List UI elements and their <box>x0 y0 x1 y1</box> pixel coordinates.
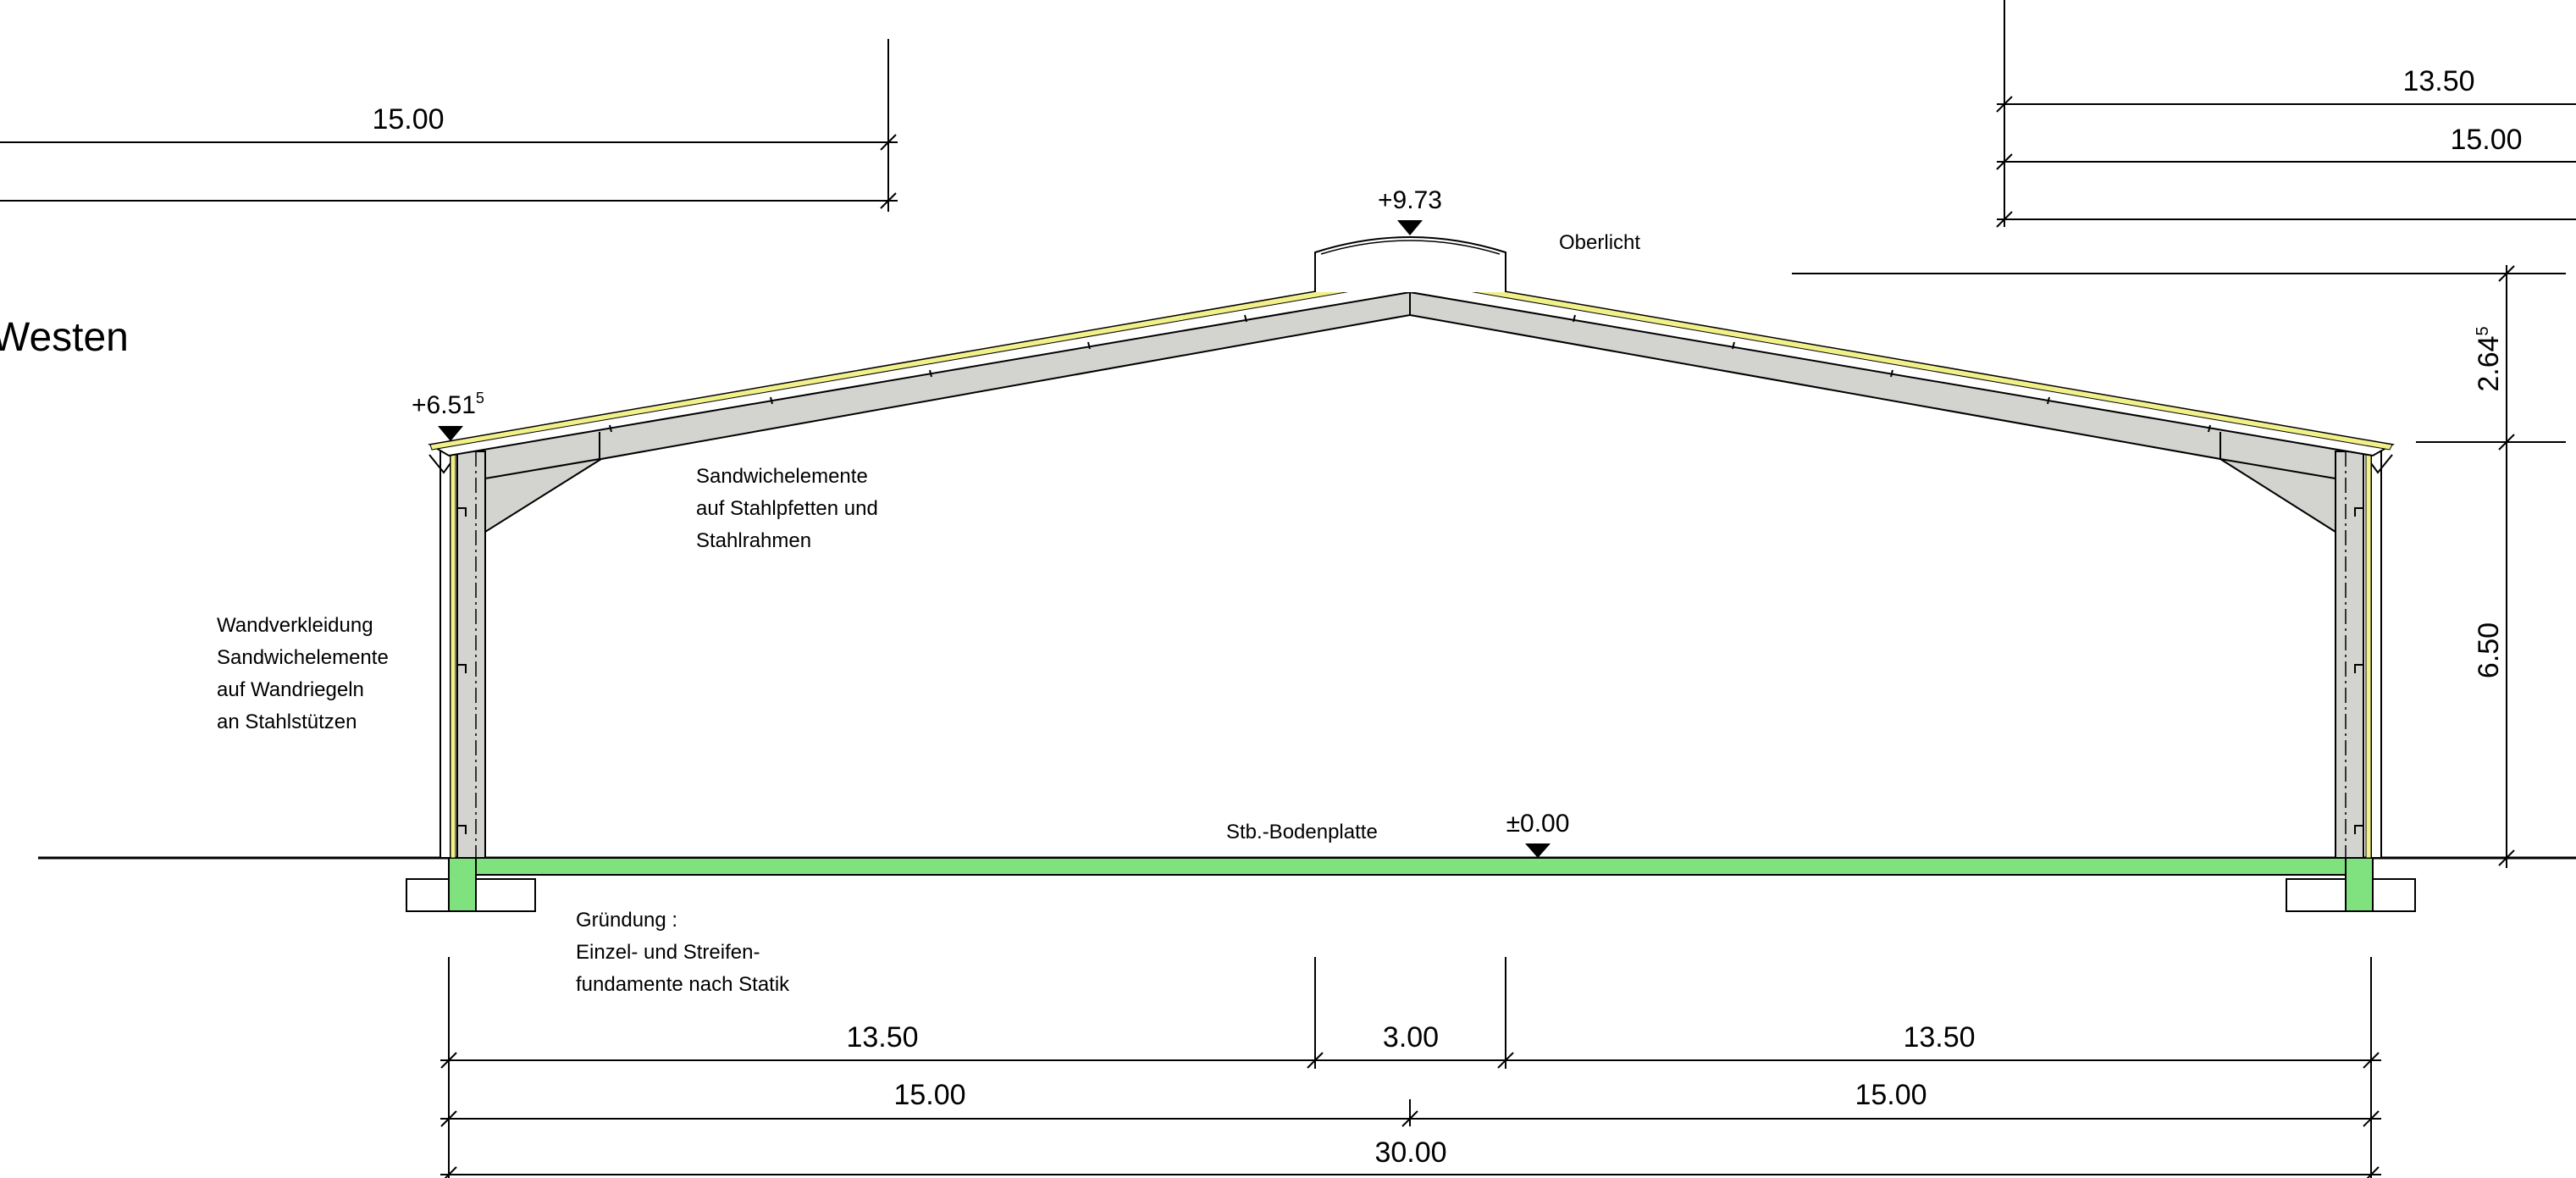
left-wall-cladding <box>439 451 451 859</box>
foundation-label: Gründung : Einzel- und Streifen- fundame… <box>576 909 790 996</box>
svg-text:13.50: 13.50 <box>1903 1021 1975 1054</box>
wall-label: Wandverkleidung Sandwichelemente auf Wan… <box>217 614 394 733</box>
svg-text:15.00: 15.00 <box>2450 124 2522 156</box>
svg-text:15.00: 15.00 <box>1855 1079 1926 1111</box>
roof-frame-left <box>456 290 1411 534</box>
svg-text:15.00: 15.00 <box>893 1079 965 1111</box>
floor-level: ±0.00 <box>1506 810 1570 838</box>
skylight-inner <box>1320 240 1501 255</box>
dim-right-vertical: 2.645 6.50 <box>1792 265 2566 868</box>
svg-text:13.50: 13.50 <box>846 1021 918 1054</box>
eave-level-marker <box>438 426 463 441</box>
right-wall-rails <box>2354 507 2363 834</box>
ridge-level-marker <box>1397 220 1423 235</box>
svg-text:30.00: 30.00 <box>1374 1137 1446 1169</box>
svg-text:6.50: 6.50 <box>2473 622 2505 678</box>
left-wall-rails <box>457 507 467 834</box>
dim-bottom: 13.50 3.00 13.50 15.00 15.00 30.00 <box>440 957 2381 1178</box>
haunch-lines <box>484 432 2336 479</box>
svg-text:15.00: 15.00 <box>372 103 444 135</box>
view-title: Westen <box>0 315 129 360</box>
right-steel-column <box>2335 451 2364 859</box>
left-wall-yellow-layer <box>450 451 456 859</box>
roof-frame-right <box>1409 290 2364 534</box>
svg-text:3.00: 3.00 <box>1383 1021 1439 1054</box>
roof-label: Sandwichelemente auf Stahlpfetten und St… <box>696 465 884 552</box>
ridge-level: +9.73 <box>1378 186 1442 214</box>
svg-text:2.645: 2.645 <box>2473 326 2505 391</box>
roof-panel-left-yellow <box>429 274 1411 451</box>
floor-slab <box>448 857 2374 876</box>
skylight-label: Oberlicht <box>1559 231 1640 254</box>
svg-text:13.50: 13.50 <box>2402 65 2474 97</box>
foundation-left-block <box>448 857 477 912</box>
eave-level: +6.515 <box>412 390 484 419</box>
dim-top-left: 15.00 <box>0 39 898 212</box>
foundation-right-block <box>2345 857 2374 912</box>
left-steel-column <box>456 451 486 859</box>
right-wall-cladding <box>2370 451 2382 859</box>
purlins <box>609 314 2211 433</box>
roof-panel-right-yellow <box>1409 274 2393 451</box>
slab-label: Stb.-Bodenplatte <box>1226 821 1378 843</box>
right-gutter <box>2370 454 2393 474</box>
floor-level-marker <box>1525 843 1551 858</box>
skylight <box>1314 236 1506 292</box>
dim-top-right: 13.50 15.00 <box>1996 0 2576 228</box>
right-wall-yellow-layer <box>2365 451 2372 859</box>
left-gutter <box>428 454 451 474</box>
